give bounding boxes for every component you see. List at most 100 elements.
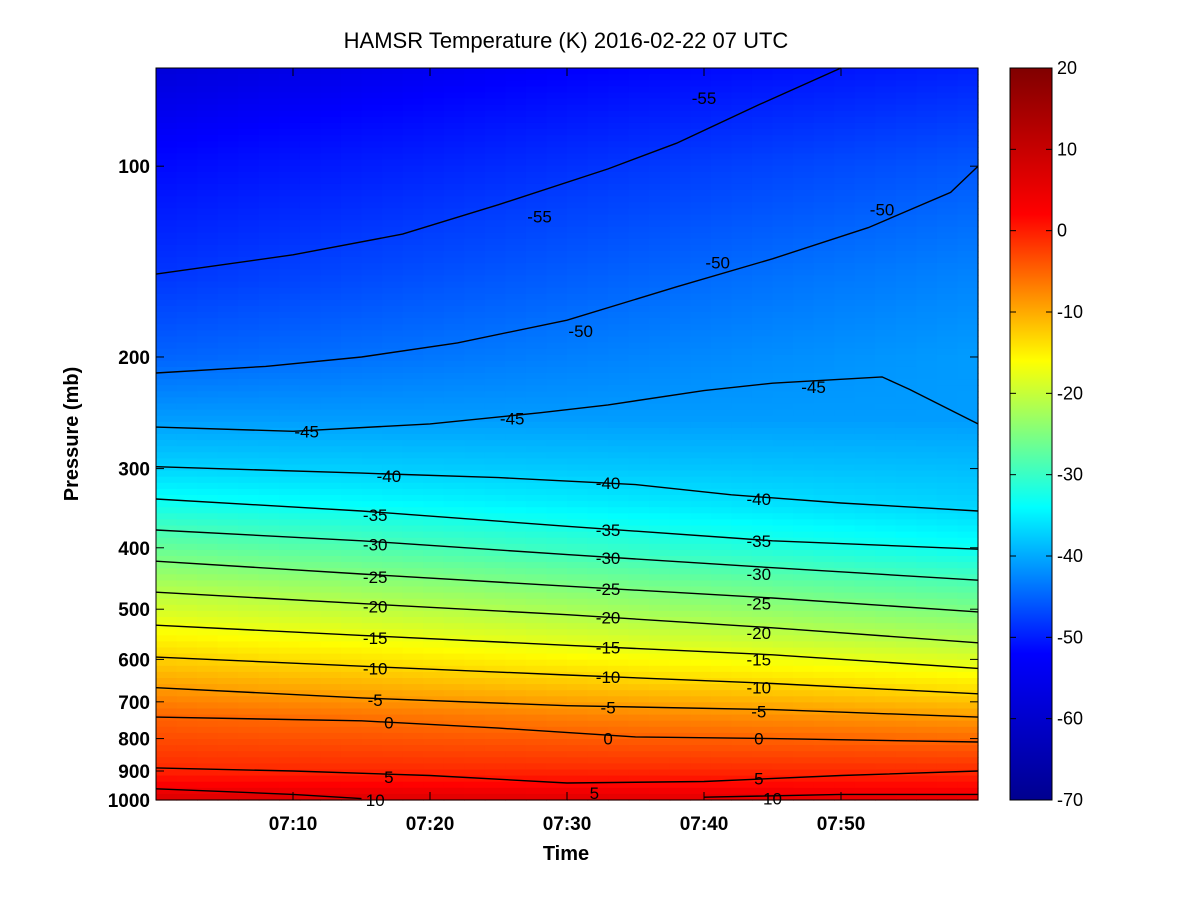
heat-cell [464,739,486,746]
heat-cell [957,458,979,466]
heat-cell [156,671,178,679]
heat-cell [936,641,959,649]
heat-cell [156,129,178,136]
heat-cell [402,739,424,746]
heat-cell [649,324,671,331]
heat-cell [813,434,835,441]
heat-cell [340,366,363,374]
heat-cell [813,519,835,527]
heat-cell [525,598,548,606]
heat-cell [217,665,239,673]
heat-cell [875,549,897,557]
heat-cell [710,501,732,508]
heat-cell [957,391,979,398]
heat-cell [217,244,239,252]
heat-cell [875,586,897,594]
heat-cell [299,409,321,417]
heat-cell [772,751,794,758]
heat-cell [567,458,589,466]
heat-cell [217,696,239,703]
heat-cell [587,434,609,441]
heat-cell [546,208,568,215]
heat-cell [731,665,753,673]
heat-cell [834,513,856,520]
heat-cell [279,318,301,325]
heat-cell [340,488,363,496]
heat-cell [361,562,383,569]
heat-cell [751,495,774,502]
heat-cell [402,488,424,496]
heat-cell [238,287,260,295]
heat-cell [608,202,630,209]
heat-cell [443,562,465,569]
heat-cell [751,464,774,472]
heat-cell [320,739,342,746]
heat-cell [772,366,794,374]
heat-cell [608,525,630,533]
heat-cell [156,238,178,246]
heat-cell [258,379,280,386]
heat-cell [402,312,424,319]
heat-cell [238,726,260,734]
heat-cell [156,116,178,124]
heat-cell [238,507,260,514]
heat-cell [238,190,260,197]
heat-cell [423,397,445,405]
heat-cell [608,415,630,423]
heat-cell [916,617,938,624]
heat-cell [649,653,671,661]
heat-cell [156,287,178,295]
heat-cell [299,720,321,728]
heat-cell [895,263,917,270]
heat-cell [279,165,301,173]
heat-cell [238,659,260,667]
heat-cell [854,251,876,258]
heat-cell [443,177,465,185]
heat-cell [854,531,876,539]
heat-cell [834,671,856,679]
heat-cell [238,421,260,429]
heat-cell [690,421,712,429]
heat-cell [340,116,363,124]
heat-cell [217,543,239,551]
heat-cell [176,671,198,679]
heat-cell [895,366,917,374]
heat-cell [484,232,506,240]
heat-cell [505,556,527,563]
heat-cell [340,537,363,545]
heat-cell [710,610,732,618]
heat-cell [669,525,691,533]
heat-cell [320,251,342,258]
heat-cell [916,116,938,124]
heat-cell [279,208,301,215]
heat-cell [608,330,630,337]
heat-cell [628,659,650,667]
heat-cell [813,647,835,655]
heat-cell [402,562,424,569]
heat-cell [546,92,568,100]
heat-cell [916,147,938,154]
heat-cell [731,635,753,642]
heat-cell [443,244,465,252]
heat-cell [340,409,363,417]
heat-cell [197,275,219,283]
heat-cell [690,415,712,423]
heat-cell [875,177,897,185]
heat-cell [751,415,774,423]
heat-cell [443,251,465,258]
heat-cell [505,159,527,167]
heat-cell [382,543,404,551]
heat-cell [916,251,938,258]
heat-cell [834,251,856,258]
heat-cell [895,732,917,740]
heat-cell [505,68,527,75]
heat-cell [957,397,979,405]
heat-cell [156,507,178,514]
heat-cell [669,403,691,411]
heat-cell [751,446,774,453]
heat-cell [916,610,938,618]
heat-cell [443,702,465,710]
heat-cell [567,714,589,722]
heat-cell [156,220,178,228]
heat-cell [238,751,260,758]
